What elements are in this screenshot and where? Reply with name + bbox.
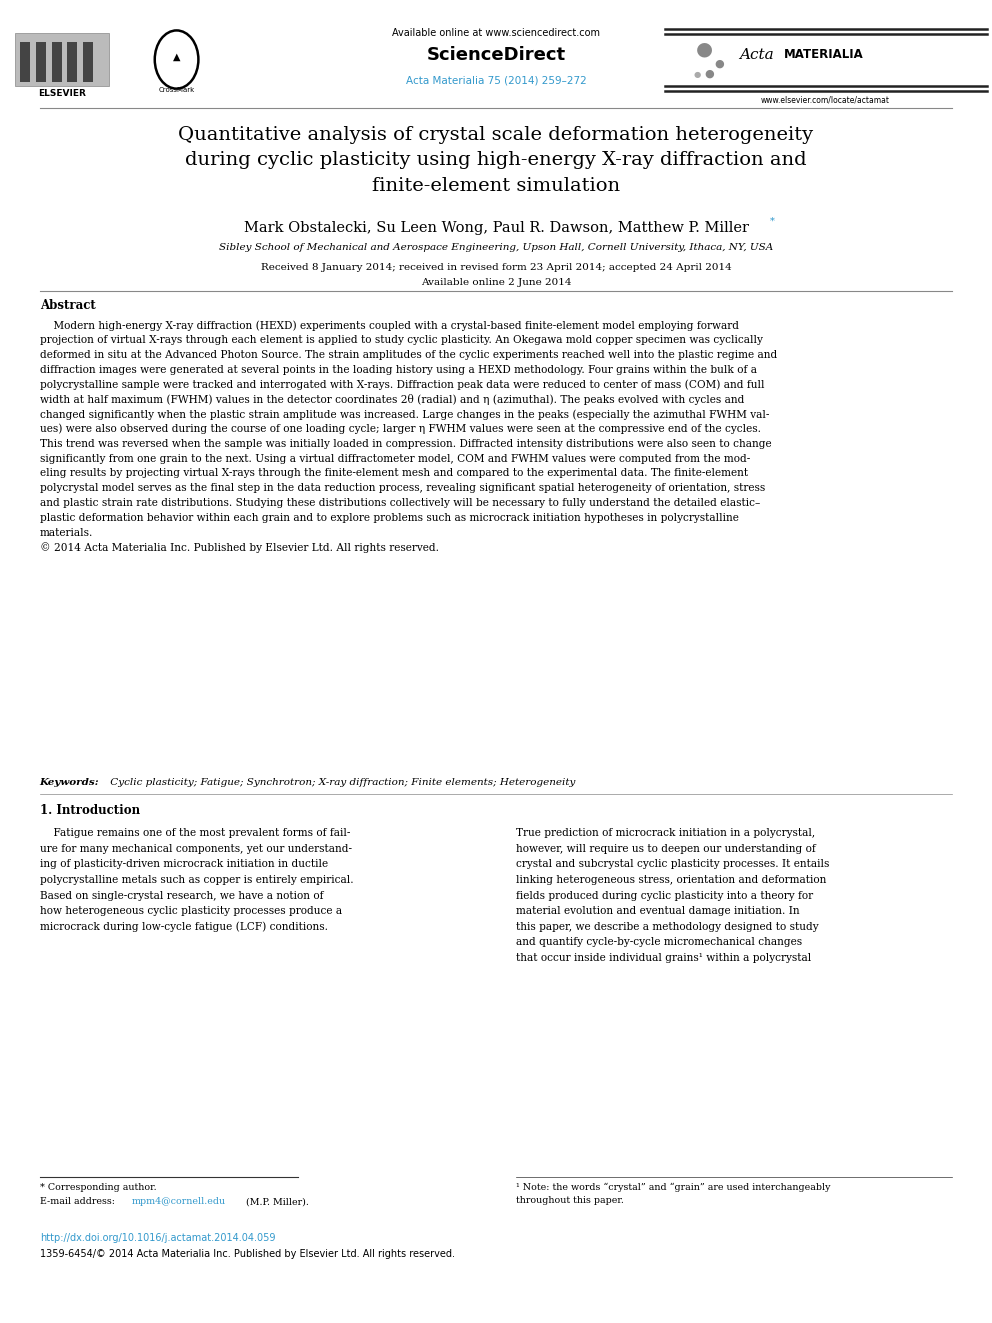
Text: *: *	[770, 217, 775, 226]
Text: ●: ●	[693, 70, 701, 78]
Text: ELSEVIER: ELSEVIER	[39, 89, 86, 98]
Text: Cyclic plasticity; Fatigue; Synchrotron; X-ray diffraction; Finite elements; Het: Cyclic plasticity; Fatigue; Synchrotron;…	[107, 778, 575, 787]
Text: Received 8 January 2014; received in revised form 23 April 2014; accepted 24 Apr: Received 8 January 2014; received in rev…	[261, 263, 731, 273]
Text: 1359-6454/© 2014 Acta Materialia Inc. Published by Elsevier Ltd. All rights rese: 1359-6454/© 2014 Acta Materialia Inc. Pu…	[40, 1249, 454, 1259]
Text: ing of plasticity-driven microcrack initiation in ductile: ing of plasticity-driven microcrack init…	[40, 860, 327, 869]
Text: This trend was reversed when the sample was initially loaded in compression. Dif: This trend was reversed when the sample …	[40, 439, 772, 448]
Text: and quantify cycle-by-cycle micromechanical changes: and quantify cycle-by-cycle micromechani…	[516, 938, 802, 947]
Text: significantly from one grain to the next. Using a virtual diffractometer model, : significantly from one grain to the next…	[40, 454, 750, 463]
Text: ●: ●	[704, 69, 714, 79]
Text: ●: ●	[695, 40, 713, 58]
Text: Acta Materialia 75 (2014) 259–272: Acta Materialia 75 (2014) 259–272	[406, 75, 586, 86]
Text: mpm4@cornell.edu: mpm4@cornell.edu	[132, 1197, 226, 1207]
Text: * Corresponding author.: * Corresponding author.	[40, 1183, 157, 1192]
Text: Abstract: Abstract	[40, 299, 95, 312]
Text: ure for many mechanical components, yet our understand-: ure for many mechanical components, yet …	[40, 844, 352, 853]
Text: that occur inside individual grains¹ within a polycrystal: that occur inside individual grains¹ wit…	[516, 953, 811, 963]
Text: linking heterogeneous stress, orientation and deformation: linking heterogeneous stress, orientatio…	[516, 875, 826, 885]
Text: however, will require us to deepen our understanding of: however, will require us to deepen our u…	[516, 844, 815, 853]
Text: Acta: Acta	[739, 48, 774, 62]
Text: eling results by projecting virtual X-rays through the finite-element mesh and c: eling results by projecting virtual X-ra…	[40, 468, 748, 479]
Text: Available online 2 June 2014: Available online 2 June 2014	[421, 278, 571, 287]
FancyBboxPatch shape	[20, 42, 30, 82]
FancyBboxPatch shape	[15, 33, 109, 86]
Text: ●: ●	[714, 58, 724, 69]
Text: Sibley School of Mechanical and Aerospace Engineering, Upson Hall, Cornell Unive: Sibley School of Mechanical and Aerospac…	[219, 243, 773, 253]
Text: how heterogeneous cyclic plasticity processes produce a: how heterogeneous cyclic plasticity proc…	[40, 906, 342, 917]
Text: and plastic strain rate distributions. Studying these distributions collectively: and plastic strain rate distributions. S…	[40, 497, 760, 508]
Text: diffraction images were generated at several points in the loading history using: diffraction images were generated at sev…	[40, 365, 757, 374]
Text: plastic deformation behavior within each grain and to explore problems such as m: plastic deformation behavior within each…	[40, 513, 739, 523]
Text: width at half maximum (FWHM) values in the detector coordinates 2θ (radial) and : width at half maximum (FWHM) values in t…	[40, 394, 744, 405]
Text: material evolution and eventual damage initiation. In: material evolution and eventual damage i…	[516, 906, 800, 917]
Text: Modern high-energy X-ray diffraction (HEXD) experiments coupled with a crystal-b: Modern high-energy X-ray diffraction (HE…	[40, 320, 739, 331]
Text: Fatigue remains one of the most prevalent forms of fail-: Fatigue remains one of the most prevalen…	[40, 828, 350, 839]
Text: CrossMark: CrossMark	[159, 87, 194, 94]
Text: Based on single-crystal research, we have a notion of: Based on single-crystal research, we hav…	[40, 890, 323, 901]
Text: Quantitative analysis of crystal scale deformation heterogeneity
during cyclic p: Quantitative analysis of crystal scale d…	[179, 126, 813, 194]
Text: polycrystalline metals such as copper is entirely empirical.: polycrystalline metals such as copper is…	[40, 875, 353, 885]
FancyBboxPatch shape	[67, 42, 77, 82]
FancyBboxPatch shape	[36, 42, 46, 82]
Text: http://dx.doi.org/10.1016/j.actamat.2014.04.059: http://dx.doi.org/10.1016/j.actamat.2014…	[40, 1233, 275, 1244]
Text: changed significantly when the plastic strain amplitude was increased. Large cha: changed significantly when the plastic s…	[40, 409, 769, 419]
Text: © 2014 Acta Materialia Inc. Published by Elsevier Ltd. All rights reserved.: © 2014 Acta Materialia Inc. Published by…	[40, 542, 438, 553]
Text: (M.P. Miller).: (M.P. Miller).	[243, 1197, 309, 1207]
Text: Mark Obstalecki, Su Leen Wong, Paul R. Dawson, Matthew P. Miller: Mark Obstalecki, Su Leen Wong, Paul R. D…	[243, 221, 749, 235]
Text: MATERIALIA: MATERIALIA	[784, 48, 863, 61]
Text: ues) were also observed during the course of one loading cycle; larger η FWHM va: ues) were also observed during the cours…	[40, 423, 761, 434]
Text: fields produced during cyclic plasticity into a theory for: fields produced during cyclic plasticity…	[516, 890, 813, 901]
Text: polycrystalline sample were tracked and interrogated with X-rays. Diffraction pe: polycrystalline sample were tracked and …	[40, 380, 764, 390]
Text: ScienceDirect: ScienceDirect	[427, 46, 565, 65]
FancyBboxPatch shape	[52, 42, 62, 82]
Text: True prediction of microcrack initiation in a polycrystal,: True prediction of microcrack initiation…	[516, 828, 815, 839]
Text: Keywords:: Keywords:	[40, 778, 103, 787]
Text: ▲: ▲	[173, 52, 181, 62]
Text: ¹ Note: the words “crystal” and “grain” are used interchangeably
throughout this: ¹ Note: the words “crystal” and “grain” …	[516, 1183, 830, 1204]
Text: materials.: materials.	[40, 528, 93, 537]
Text: 1. Introduction: 1. Introduction	[40, 804, 140, 818]
Text: polycrystal model serves as the final step in the data reduction process, reveal: polycrystal model serves as the final st…	[40, 483, 765, 493]
Text: crystal and subcrystal cyclic plasticity processes. It entails: crystal and subcrystal cyclic plasticity…	[516, 860, 829, 869]
Text: deformed in situ at the Advanced Photon Source. The strain amplitudes of the cyc: deformed in situ at the Advanced Photon …	[40, 349, 777, 360]
FancyBboxPatch shape	[83, 42, 93, 82]
Text: microcrack during low-cycle fatigue (LCF) conditions.: microcrack during low-cycle fatigue (LCF…	[40, 922, 327, 933]
Text: projection of virtual X-rays through each element is applied to study cyclic pla: projection of virtual X-rays through eac…	[40, 335, 763, 345]
Text: www.elsevier.com/locate/actamat: www.elsevier.com/locate/actamat	[761, 95, 890, 105]
Text: this paper, we describe a methodology designed to study: this paper, we describe a methodology de…	[516, 922, 818, 931]
Text: Available online at www.sciencedirect.com: Available online at www.sciencedirect.co…	[392, 28, 600, 38]
Text: E-mail address:: E-mail address:	[40, 1197, 118, 1207]
